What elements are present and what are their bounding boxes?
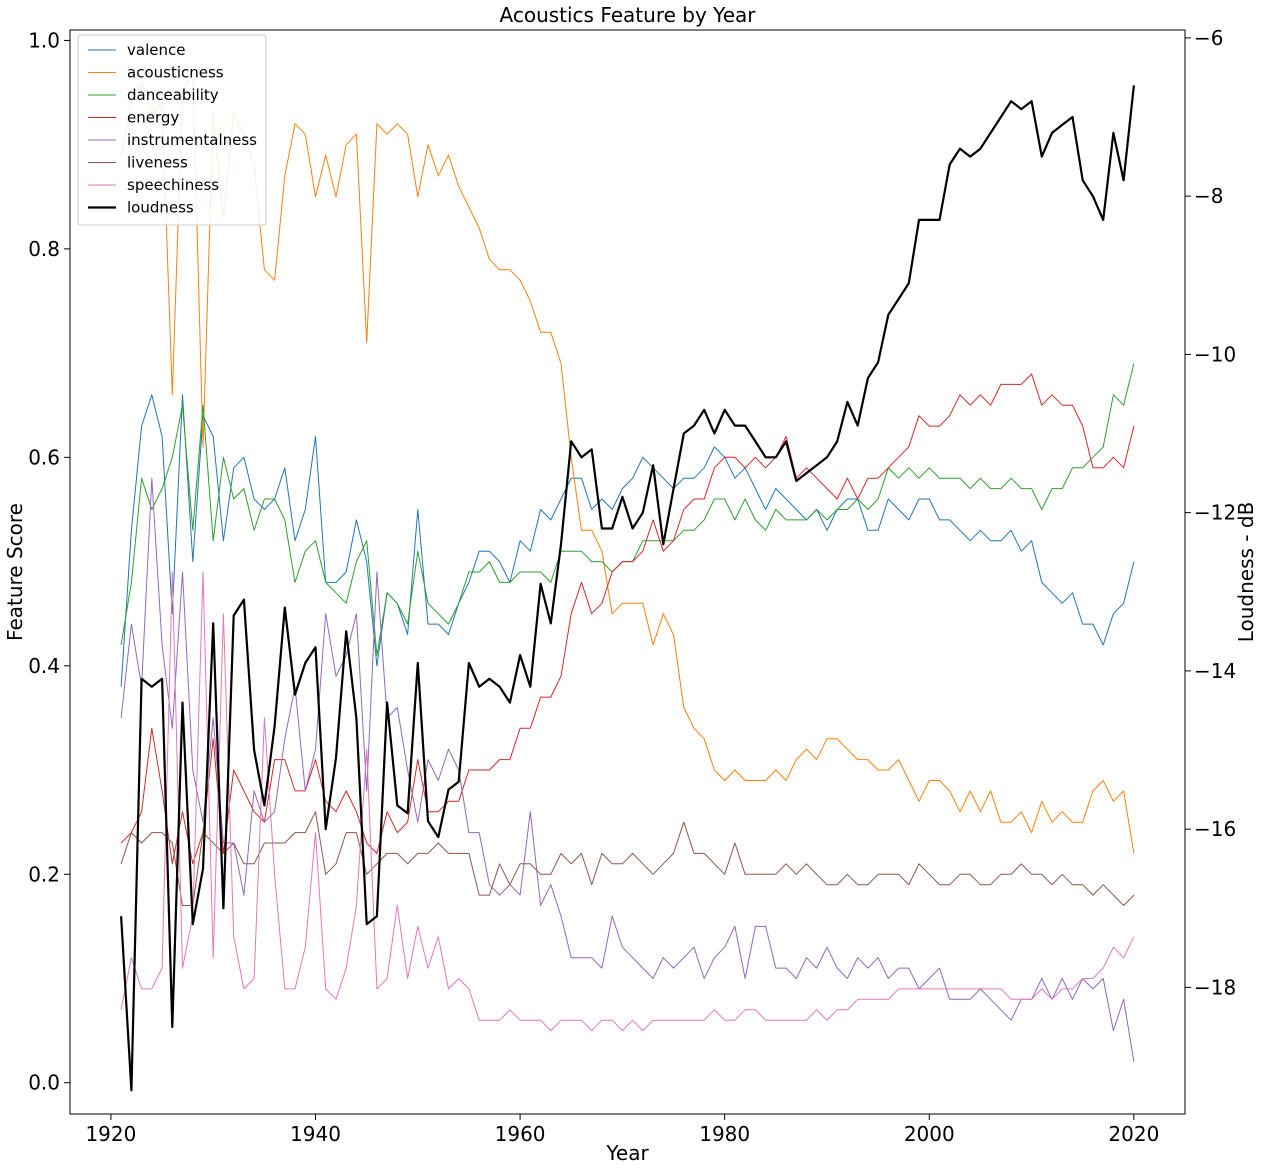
x-axis-label: Year [605,1141,649,1165]
legend-label-speechiness: speechiness [127,176,219,194]
legend-label-energy: energy [127,109,179,127]
x-tick-label: 1980 [699,1122,750,1146]
y2-tick-label: −8 [1194,184,1223,208]
y2-tick-label: −14 [1194,659,1236,683]
plot-frame [69,29,1186,1115]
legend-label-loudness: loudness [127,199,194,217]
y-tick-label: 0.0 [28,1071,60,1095]
y-axis-label: Feature Score [3,503,27,641]
x-axis: 1920 1940 1960 1980 2000 2020 [85,1114,1159,1146]
x-tick-label: 1940 [290,1122,341,1146]
legend-label-danceability: danceability [127,86,219,104]
series-line-instrumentalness [120,477,1135,1062]
x-tick-label: 2000 [904,1122,955,1146]
y-tick-label: 0.8 [28,237,60,261]
lines-layer [120,71,1135,1092]
legend-label-acousticness: acousticness [127,64,224,82]
legend-label-liveness: liveness [127,154,188,172]
y2-axis-label: Loudness - dB [1234,502,1258,643]
series-line-acousticness [120,71,1135,854]
y-tick-label: 0.6 [28,445,60,469]
series-line-liveness [120,811,1135,906]
y-tick-label: 0.2 [28,862,60,886]
series-line-speechiness [120,571,1135,1032]
legend-label-valence: valence [127,41,185,59]
series-line-valence [120,394,1135,687]
y-tick-label: 0.4 [28,654,60,678]
x-tick-label: 2020 [1108,1122,1159,1146]
series-line-energy [120,373,1135,865]
y2-tick-label: −18 [1194,975,1236,999]
y2-tick-label: −10 [1194,342,1236,366]
y2-tick-label: −16 [1194,817,1236,841]
y-axis-left: 0.0 0.2 0.4 0.6 0.8 1.0 [28,28,70,1095]
y-tick-label: 1.0 [28,28,60,52]
legend-box [77,34,267,226]
x-tick-label: 1920 [85,1122,136,1146]
x-tick-label: 1960 [495,1122,546,1146]
legend-label-instrumentalness: instrumentalness [127,131,257,149]
chart-title: Acoustics Feature by Year [500,3,757,27]
y2-tick-label: −6 [1194,26,1223,50]
legend: valence acousticness danceability energy ins… [77,34,267,226]
series-line-loudness [120,85,1135,1092]
y2-tick-label: −12 [1194,501,1236,525]
y-axis-right: −18 −16 −14 −12 −10 −8 −6 [1185,26,1236,999]
